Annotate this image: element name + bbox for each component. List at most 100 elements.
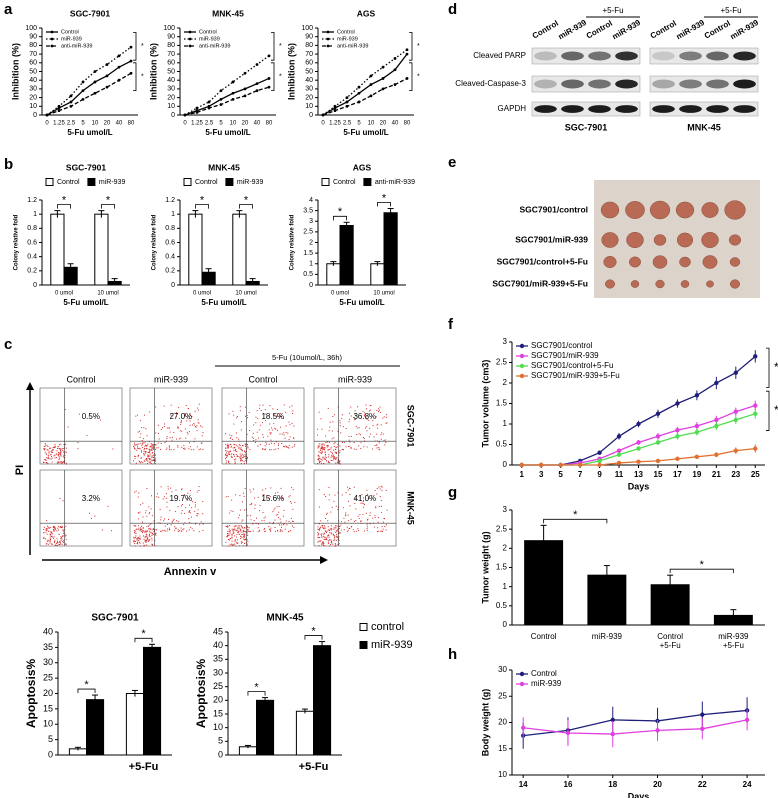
event-dot (372, 424, 374, 426)
band (615, 51, 638, 61)
event-dot (346, 531, 348, 533)
event-dot (59, 540, 61, 542)
event-dot (240, 458, 242, 460)
cell-line-label: SGC-7901 (565, 122, 608, 132)
event-dot (333, 457, 335, 459)
event-dot (317, 445, 319, 447)
event-dot (270, 432, 272, 434)
event-dot (143, 449, 145, 451)
bar (232, 213, 247, 286)
event-dot (147, 540, 149, 542)
event-dot (280, 521, 282, 523)
event-dot (385, 417, 387, 419)
event-dot (334, 457, 336, 459)
event-dot (231, 537, 233, 539)
event-dot (246, 539, 248, 541)
event-dot (189, 510, 191, 512)
event-dot (226, 525, 228, 527)
y-tick-label: 0 (48, 749, 53, 759)
event-dot (146, 526, 148, 528)
tumor (675, 201, 695, 219)
event-dot (144, 540, 146, 542)
event-dot (177, 529, 179, 531)
event-dot (323, 538, 325, 540)
bar (326, 263, 341, 286)
point (655, 411, 661, 416)
event-dot (249, 504, 251, 506)
event-dot (186, 498, 188, 500)
event-dot (191, 415, 193, 417)
event-dot (142, 461, 144, 463)
event-dot (139, 420, 141, 422)
y-tick-label: 60 (167, 60, 175, 67)
y-tick-label: 70 (305, 51, 313, 58)
y-tick-label: 0.5 (496, 440, 508, 449)
event-dot (197, 509, 199, 511)
event-dot (155, 447, 157, 449)
event-dot (149, 533, 151, 535)
event-dot (145, 541, 147, 543)
event-dot (167, 523, 169, 525)
event-dot (160, 519, 162, 521)
x-axis-label: 5-Fu umol/L (63, 298, 108, 307)
y-tick-label: 0 (171, 112, 175, 119)
event-dot (276, 529, 278, 531)
event-dot (384, 439, 386, 441)
event-dot (170, 524, 172, 526)
y-tick-label: 30 (43, 657, 53, 667)
event-dot (133, 447, 135, 449)
event-dot (181, 504, 183, 506)
event-dot (365, 408, 367, 410)
event-dot (272, 408, 274, 410)
event-dot (228, 524, 230, 526)
percentage: 18.5% (261, 412, 284, 421)
event-dot (244, 533, 246, 535)
event-dot (137, 445, 139, 447)
event-dot (151, 539, 153, 541)
event-dot (51, 455, 53, 457)
event-dot (380, 499, 382, 501)
point (117, 54, 121, 58)
event-dot (276, 409, 278, 411)
event-dot (386, 414, 388, 416)
event-dot (239, 457, 241, 459)
event-dot (56, 462, 58, 464)
event-dot (47, 458, 49, 460)
event-dot (153, 460, 155, 462)
y-tick-label: 1.5 (496, 399, 508, 408)
point (267, 77, 271, 80)
significance-mark: * (84, 679, 89, 691)
event-dot (327, 526, 329, 528)
event-dot (151, 534, 153, 536)
event-dot (43, 537, 45, 539)
event-dot (348, 500, 350, 502)
x-axis-label: 5-Fu umol/L (201, 298, 246, 307)
event-dot (378, 517, 380, 519)
event-dot (147, 538, 149, 540)
event-dot (346, 526, 348, 528)
event-dot (171, 491, 173, 493)
event-dot (140, 451, 142, 453)
event-dot (362, 500, 364, 502)
point (81, 97, 85, 101)
event-dot (231, 540, 233, 542)
event-dot (325, 518, 327, 520)
event-dot (337, 443, 339, 445)
event-dot (273, 522, 275, 524)
event-dot (283, 523, 285, 525)
event-dot (137, 414, 139, 416)
event-dot (152, 456, 154, 458)
event-dot (65, 462, 67, 464)
lane-label: Control (649, 19, 678, 41)
event-dot (323, 528, 325, 530)
event-dot (249, 448, 251, 450)
x-tick-label: +5-Fu (299, 761, 329, 773)
tumor (724, 200, 746, 220)
event-dot (262, 512, 264, 514)
event-dot (293, 445, 295, 447)
event-dot (61, 538, 63, 540)
tumor (649, 200, 671, 220)
point (733, 370, 739, 375)
point (195, 110, 199, 114)
point (577, 462, 583, 468)
